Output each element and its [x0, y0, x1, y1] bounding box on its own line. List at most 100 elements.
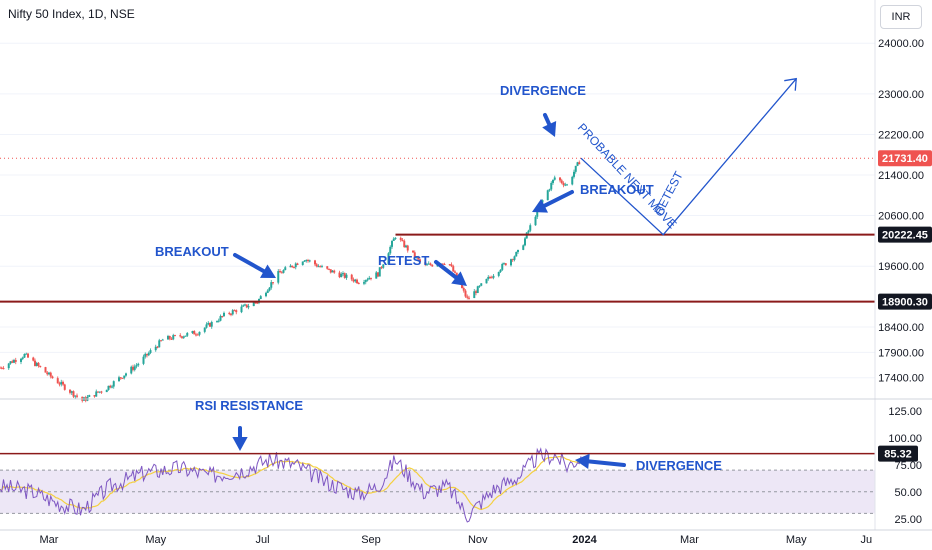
candle-body: [366, 279, 369, 281]
candle-body: [578, 162, 581, 165]
last-price-tag: [878, 150, 932, 167]
candle-body: [223, 312, 225, 317]
candle-body: [364, 280, 367, 283]
x-tick-label: Ju: [860, 534, 872, 546]
candle-body: [265, 292, 267, 297]
rsi-divergence-text: DIVERGENCE: [636, 458, 722, 473]
rsi-resistance-arrow-head: [232, 436, 248, 451]
annotations: DIVERGENCEBREAKOUTBREAKOUTRETESTPROBABLE…: [155, 77, 797, 473]
candle-body: [573, 171, 575, 177]
candle-body: [277, 271, 280, 283]
candle-body: [34, 360, 36, 366]
candle-body: [296, 263, 299, 265]
x-tick-label: Nov: [468, 534, 488, 546]
candle-body: [268, 287, 271, 291]
candle-body: [387, 253, 390, 265]
candle-body: [380, 267, 383, 269]
candle-body: [503, 263, 505, 265]
divergence-label: DIVERGENCE: [500, 83, 586, 98]
candle-body: [195, 334, 197, 336]
candle-body: [391, 240, 393, 247]
projection-arrowhead: [784, 77, 797, 91]
candle-body: [39, 365, 42, 368]
candle-body: [130, 366, 133, 374]
candle-body: [326, 266, 329, 269]
candle-body: [259, 296, 262, 299]
candle-body: [112, 381, 115, 387]
candle-body: [454, 271, 456, 273]
candle-body: [11, 361, 14, 363]
divergence-arrow-head: [542, 121, 557, 137]
candle-body: [399, 237, 402, 241]
candle-body: [174, 335, 176, 337]
currency-selector[interactable]: INR: [880, 5, 922, 29]
candle-body: [167, 336, 169, 340]
candle-body: [156, 346, 159, 348]
rsi-resistance-label: 85.32: [884, 449, 912, 461]
candle-body: [314, 260, 316, 265]
candle-body: [135, 365, 138, 367]
candle-body: [450, 264, 453, 267]
price-tick-label: 19600.00: [878, 261, 924, 273]
candle-body: [546, 190, 549, 201]
candle-body: [230, 313, 232, 315]
candle-body: [406, 245, 409, 251]
candle-body: [307, 260, 309, 262]
candle-body: [254, 302, 257, 304]
candle-body: [562, 183, 565, 186]
candle-body: [566, 184, 568, 186]
candle-body: [321, 266, 323, 268]
candle-body: [198, 331, 201, 335]
candle-body: [60, 381, 63, 385]
candle-body: [345, 274, 348, 278]
x-tick-label: Sep: [361, 534, 381, 546]
rsi-tick-label: 50.00: [894, 487, 922, 499]
candle-body: [319, 266, 322, 268]
rsi-tick-label: 125.00: [888, 406, 922, 418]
candle-body: [7, 363, 10, 369]
candle-body: [191, 331, 194, 334]
candle-body: [109, 385, 112, 388]
candle-body: [184, 335, 187, 337]
candle-body: [279, 271, 281, 273]
price-tick-label: 17400.00: [878, 373, 924, 385]
breakout-label: BREAKOUT: [155, 244, 229, 259]
candle-body: [504, 263, 507, 266]
grid: [0, 42, 875, 379]
candle-body: [499, 269, 502, 273]
candle-body: [475, 291, 477, 293]
candle-body: [142, 356, 145, 364]
price-tick-label: 17900.00: [878, 347, 924, 359]
candle-body: [56, 378, 59, 384]
candle-body: [529, 225, 532, 231]
candle-body: [160, 340, 162, 342]
candle-body: [382, 264, 385, 268]
candle-body: [415, 257, 418, 259]
candle-body: [480, 283, 483, 286]
candle-body: [63, 384, 66, 390]
candle-body: [107, 385, 110, 390]
candle-body: [412, 250, 414, 253]
candle-body: [489, 276, 491, 278]
candle-body: [413, 252, 416, 258]
candle-body: [100, 391, 103, 393]
candle-body: [121, 377, 124, 379]
candle-body: [476, 286, 479, 293]
candle-body: [331, 270, 334, 273]
price-pane: [0, 157, 875, 403]
candle-body: [62, 381, 64, 385]
candle-body: [233, 310, 236, 312]
candle-body: [266, 290, 269, 293]
candle-body: [88, 395, 91, 397]
price-tick-label: 23000.00: [878, 89, 924, 101]
candle-body: [37, 362, 40, 366]
candle-body: [132, 366, 134, 370]
x-tick-label: Jul: [255, 534, 269, 546]
candle-body: [74, 395, 77, 397]
candle-body: [403, 240, 406, 248]
candle-body: [377, 272, 379, 277]
candle-body: [2, 368, 5, 370]
candle-body: [23, 353, 26, 358]
candle-body: [207, 322, 210, 325]
